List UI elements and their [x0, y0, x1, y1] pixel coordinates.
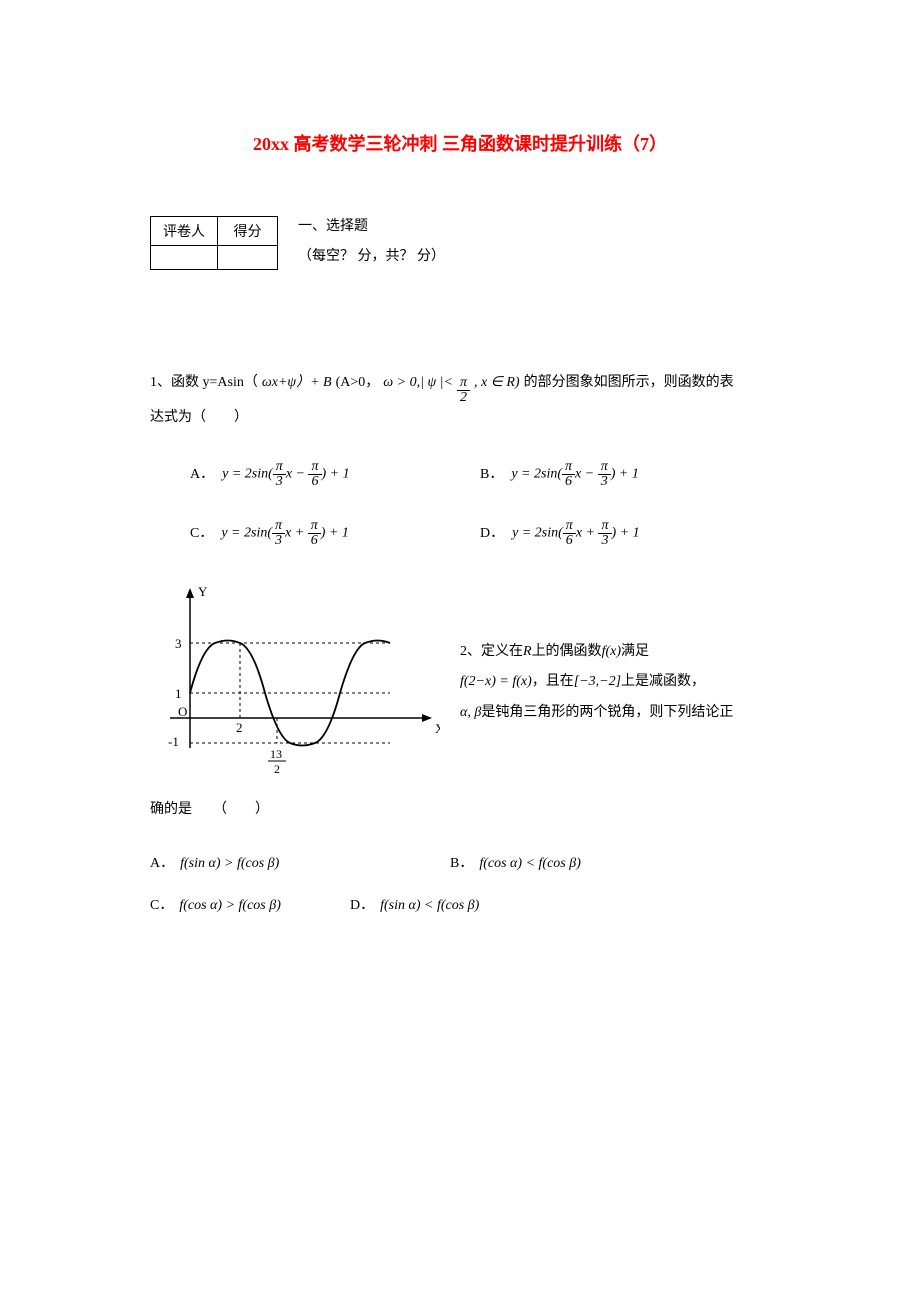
graph-container: 3 1 -1 O Y X 2 13 2 — [150, 578, 440, 787]
q2-R: R — [523, 644, 532, 659]
q1-suffix: 的部分图象如图所示，则函数的表 — [524, 370, 734, 395]
q1-expr1: ωx+ψ）+ B — [262, 370, 332, 395]
opt-label-a: A． — [190, 462, 214, 487]
q1-expr2-left: ω > 0,| ψ |< — [383, 370, 453, 395]
q1-c-formula: y = 2sin(π3x + π6) + 1 — [221, 519, 348, 548]
q2-label-b: B． — [450, 843, 473, 885]
y-axis-label: Y — [198, 584, 208, 599]
q2-label-d: D． — [350, 885, 374, 927]
q2-d-f: f(sin α) < f(cos β) — [380, 885, 479, 927]
q2-suf1: 满足 — [621, 644, 649, 659]
x-axis-label: X — [435, 721, 440, 736]
q1-expr2-right: , x ∈ R) — [474, 370, 520, 395]
q2-mid2: ，且在 — [532, 674, 574, 689]
q2-label-c: C． — [150, 885, 173, 927]
q2-opt-a: A． f(sin α) > f(cos β) — [150, 843, 450, 885]
yl-1: 1 — [175, 686, 182, 701]
q1-expr2-frac-num: π — [457, 376, 470, 391]
q2-a-f: f(sin α) > f(cos β) — [180, 843, 279, 885]
q2-prefix: 2、定义在 — [460, 644, 523, 659]
section-title: 一、选择题 （每空？ 分，共？ 分） — [298, 216, 445, 269]
opt-label-c: C． — [190, 521, 213, 546]
q2-opt-c: C． f(cos α) > f(cos β) — [150, 885, 350, 927]
q2-opt-d: D． f(sin α) < f(cos β) — [350, 885, 479, 927]
question-1: 1、函数 y=Asin（ ωx+ψ）+ B (A>0， ω > 0,| ψ |<… — [150, 370, 770, 927]
header-row: 评卷人 得分 一、选择题 （每空？ 分，共？ 分） — [150, 216, 770, 270]
q1-b-formula: y = 2sin(π6x − π3) + 1 — [511, 460, 638, 489]
q2-label-a: A． — [150, 843, 174, 885]
q2-opt-b: B． f(cos α) < f(cos β) — [450, 843, 581, 885]
q1-line2: 达式为（ ） — [150, 405, 770, 430]
q2-text: 2、定义在R上的偶函数f(x)满足 f(2−x) = f(x)，且在[−3,−2… — [460, 637, 770, 729]
q2-int: [−3,−2] — [574, 674, 621, 689]
section-title-line1: 一、选择题 — [298, 216, 445, 238]
q1-prefix: 1、函数 y=Asin（ — [150, 370, 258, 395]
grader-header-1: 评卷人 — [151, 217, 218, 246]
xl-2den: 2 — [274, 762, 280, 776]
xl-2: 2 — [236, 720, 243, 735]
grader-header-2: 得分 — [218, 217, 278, 246]
q1-mid1: (A>0， — [336, 370, 380, 395]
q1-option-d: D． y = 2sin(π6x + π3) + 1 — [480, 519, 770, 548]
graph-q2-row: 3 1 -1 O Y X 2 13 2 2、定义在R上的偶函数f(x)满足 f(… — [150, 578, 770, 787]
grader-cell-1 — [151, 246, 218, 270]
q1-option-b: B． y = 2sin(π6x − π3) + 1 — [480, 460, 770, 489]
q1-options: A． y = 2sin(π3x − π6) + 1 B． y = 2sin(π6… — [190, 460, 770, 548]
sine-graph: 3 1 -1 O Y X 2 13 2 — [150, 578, 440, 778]
q1-d-formula: y = 2sin(π6x + π3) + 1 — [512, 519, 639, 548]
q1-a-formula: y = 2sin(π3x − π6) + 1 — [222, 460, 349, 489]
q2-suf3: 是钝角三角形的两个锐角，则下列结论正 — [481, 705, 733, 720]
q1-option-c: C． y = 2sin(π3x + π6) + 1 — [190, 519, 480, 548]
yl-neg1: -1 — [168, 734, 179, 749]
q2-c-f: f(cos α) > f(cos β) — [179, 885, 281, 927]
opt-label-b: B． — [480, 462, 503, 487]
opt-label-d: D． — [480, 521, 504, 546]
q1-expr2-frac: π 2 — [457, 376, 470, 405]
q2-eq: f(2−x) = f(x) — [460, 674, 532, 689]
q2-b-f: f(cos α) < f(cos β) — [479, 843, 581, 885]
q1-option-a: A． y = 2sin(π3x − π6) + 1 — [190, 460, 480, 489]
q2-ab: α, β — [460, 705, 481, 720]
grader-cell-2 — [218, 246, 278, 270]
yl-3: 3 — [175, 636, 182, 651]
q2-line-end: 确的是 （ ） — [150, 797, 770, 822]
q1-expr2-frac-den: 2 — [457, 391, 470, 405]
q2-suf2: 上是减函数， — [621, 674, 705, 689]
q2-mid1: 上的偶函数 — [532, 644, 602, 659]
document-title: 20xx 高考数学三轮冲刺 三角函数课时提升训练（7） — [150, 130, 770, 156]
xl-13: 13 — [270, 747, 282, 761]
q2-options: A． f(sin α) > f(cos β) B． f(cos α) < f(c… — [150, 843, 770, 927]
grader-table: 评卷人 得分 — [150, 216, 278, 270]
origin-o: O — [178, 704, 187, 719]
section-title-line2: （每空？ 分，共？ 分） — [298, 246, 445, 268]
q1-line1: 1、函数 y=Asin（ ωx+ψ）+ B (A>0， ω > 0,| ψ |<… — [150, 370, 770, 405]
q2-fx: f(x) — [602, 644, 621, 659]
